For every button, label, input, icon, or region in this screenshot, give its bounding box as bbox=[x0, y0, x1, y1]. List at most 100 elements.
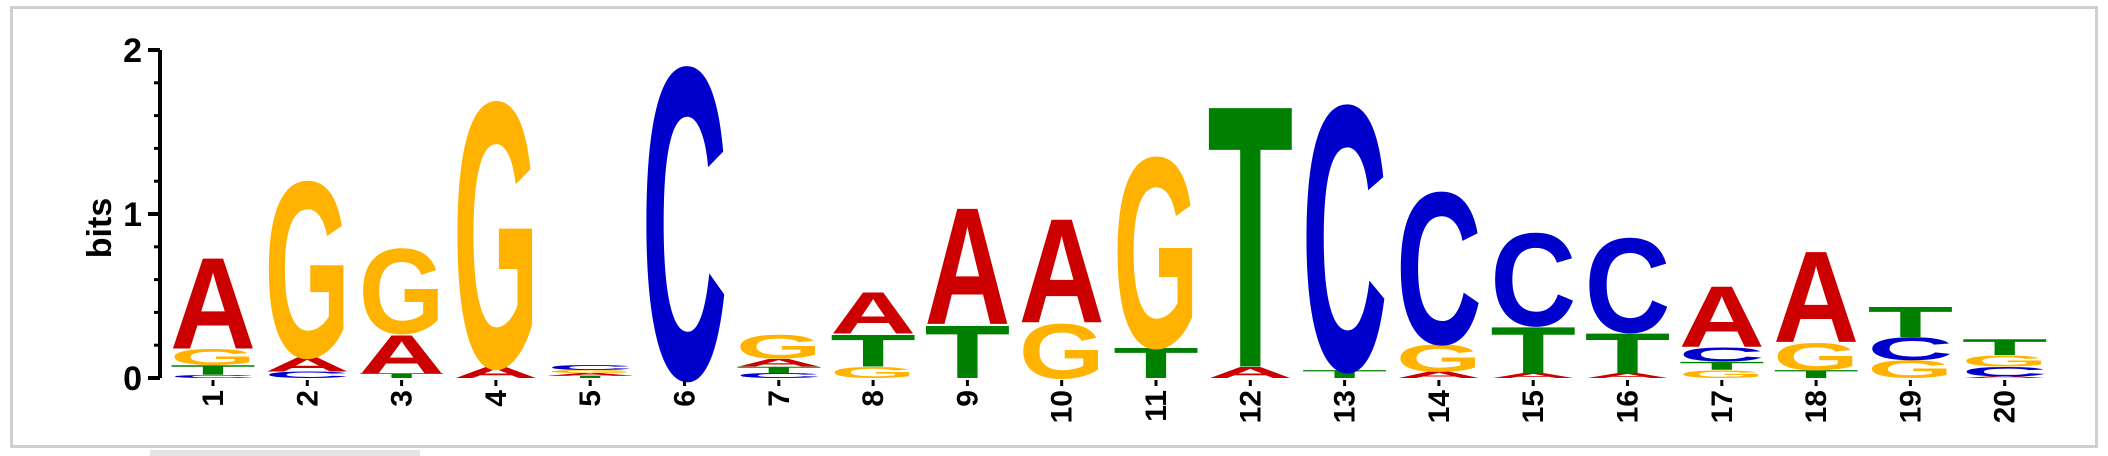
logo-letter-C: C bbox=[641, 0, 727, 456]
logo-letter-C: C bbox=[547, 364, 633, 372]
svg-text:C: C bbox=[547, 364, 633, 372]
svg-text:A: A bbox=[1396, 370, 1482, 380]
logo-letter-A: A bbox=[736, 356, 822, 369]
x-tick-label: 13 bbox=[1329, 390, 1362, 423]
logo-letter-T: T bbox=[1962, 335, 2048, 360]
logo-letter-G: G bbox=[170, 344, 256, 370]
logo-letter-A: A bbox=[170, 231, 256, 376]
svg-text:A: A bbox=[264, 353, 350, 376]
svg-text:C: C bbox=[1867, 331, 1953, 367]
svg-text:A: A bbox=[1584, 372, 1670, 380]
svg-text:T: T bbox=[1585, 321, 1671, 385]
logo-letter-G: G bbox=[1396, 336, 1482, 380]
svg-text:G: G bbox=[830, 364, 916, 382]
svg-text:G: G bbox=[736, 328, 822, 366]
svg-text:A: A bbox=[1019, 188, 1105, 355]
logo-letter-C: C bbox=[1396, 148, 1482, 391]
y-axis-label: bits bbox=[81, 198, 119, 258]
y-tick-label: 0 bbox=[123, 360, 142, 398]
svg-text:A: A bbox=[547, 372, 633, 376]
logo-letter-G: G bbox=[736, 328, 822, 366]
svg-text:T: T bbox=[1302, 368, 1388, 381]
logo-letter-A: A bbox=[359, 323, 445, 385]
svg-text:T: T bbox=[1773, 368, 1859, 381]
svg-text:C: C bbox=[1584, 210, 1670, 361]
x-tick-label: 1 bbox=[197, 390, 230, 407]
logo-letter-A: A bbox=[830, 280, 916, 346]
logo-letter-G: G bbox=[1962, 352, 2048, 370]
x-tick-label: 6 bbox=[669, 390, 702, 407]
logo-letter-C: C bbox=[1867, 331, 1953, 367]
logo-letter-C: C bbox=[170, 374, 256, 379]
x-tick-label: 3 bbox=[386, 390, 419, 407]
logo-letter-T: T bbox=[547, 375, 633, 379]
logo-letter-T: T bbox=[1773, 368, 1859, 381]
svg-text:A: A bbox=[924, 173, 1010, 360]
svg-text:T: T bbox=[1867, 298, 1953, 346]
svg-text:A: A bbox=[1773, 225, 1859, 370]
x-tick-label: 5 bbox=[574, 390, 607, 407]
logo-letter-A: A bbox=[1207, 364, 1293, 382]
svg-text:A: A bbox=[736, 356, 822, 369]
svg-text:T: T bbox=[1679, 360, 1765, 373]
svg-text:G: G bbox=[1962, 352, 2048, 370]
svg-text:C: C bbox=[170, 374, 256, 379]
x-tick-label: 7 bbox=[763, 390, 796, 407]
svg-text:C: C bbox=[736, 372, 822, 380]
svg-text:T: T bbox=[1490, 313, 1576, 387]
logo-letter-T: T bbox=[1113, 339, 1199, 387]
logo-letter-A: A bbox=[264, 353, 350, 376]
logo-frame bbox=[10, 6, 2098, 448]
svg-text:T: T bbox=[1962, 335, 2048, 360]
svg-text:A: A bbox=[830, 280, 916, 346]
logo-letter-C: C bbox=[1679, 343, 1765, 366]
svg-text:C: C bbox=[1302, 26, 1388, 451]
x-tick-label: 11 bbox=[1140, 390, 1173, 422]
logo-letter-G: G bbox=[359, 224, 445, 360]
x-tick-label: 16 bbox=[1612, 390, 1645, 423]
svg-text:T: T bbox=[547, 375, 633, 379]
svg-text:G: G bbox=[1113, 102, 1199, 406]
logo-letter-A: A bbox=[453, 364, 539, 382]
logo-letter-T: T bbox=[1207, 27, 1293, 447]
x-axis-labels: 1 2 3 4 5 6 7 8 9 10 11 12 13 14 15 16 17 18 19 20 bbox=[197, 380, 2022, 423]
svg-text:T: T bbox=[1207, 27, 1293, 447]
logo-letter-G: G bbox=[547, 369, 633, 374]
logo-letter-T: T bbox=[359, 372, 445, 380]
svg-text:G: G bbox=[1867, 355, 1953, 383]
svg-text:C: C bbox=[1679, 343, 1765, 366]
logo-letter-C: C bbox=[736, 372, 822, 380]
logo-letter-G: G bbox=[1113, 102, 1199, 406]
svg-text:G: G bbox=[453, 24, 539, 448]
x-tick-label: 2 bbox=[291, 390, 324, 407]
svg-text:G: G bbox=[1679, 368, 1765, 381]
svg-text:C: C bbox=[641, 0, 727, 456]
x-tick-label: 12 bbox=[1234, 390, 1267, 423]
logo-letter-T: T bbox=[1679, 360, 1765, 373]
svg-text:A: A bbox=[1962, 376, 2048, 379]
logo-letter-T: T bbox=[1585, 321, 1671, 385]
svg-text:G: G bbox=[1396, 336, 1482, 380]
logo-letter-A: A bbox=[924, 173, 1010, 360]
logo-letter-T: T bbox=[830, 325, 916, 376]
logo-letter-T: T bbox=[1302, 368, 1388, 381]
logo-letter-C: C bbox=[1584, 210, 1670, 361]
x-tick-label: 15 bbox=[1517, 390, 1550, 423]
svg-text:A: A bbox=[170, 231, 256, 376]
svg-text:G: G bbox=[264, 130, 350, 411]
logo-letter-T: T bbox=[1490, 313, 1576, 387]
x-tick-label: 20 bbox=[1989, 390, 2022, 423]
x-tick-label: 9 bbox=[951, 390, 984, 407]
logo-letter-T: T bbox=[736, 365, 822, 375]
x-tick-label: 19 bbox=[1894, 390, 1927, 423]
svg-text:G: G bbox=[547, 369, 633, 374]
logo-letter-G: G bbox=[1679, 368, 1765, 381]
svg-text:G: G bbox=[359, 224, 445, 360]
svg-text:A: A bbox=[1679, 269, 1765, 366]
logo-letter-G: G bbox=[830, 364, 916, 382]
logo-letter-C: C bbox=[264, 370, 350, 380]
x-tick-label: 18 bbox=[1800, 390, 1833, 423]
scrollbar-stub bbox=[150, 450, 420, 456]
logo-letter-G: G bbox=[1773, 335, 1859, 379]
